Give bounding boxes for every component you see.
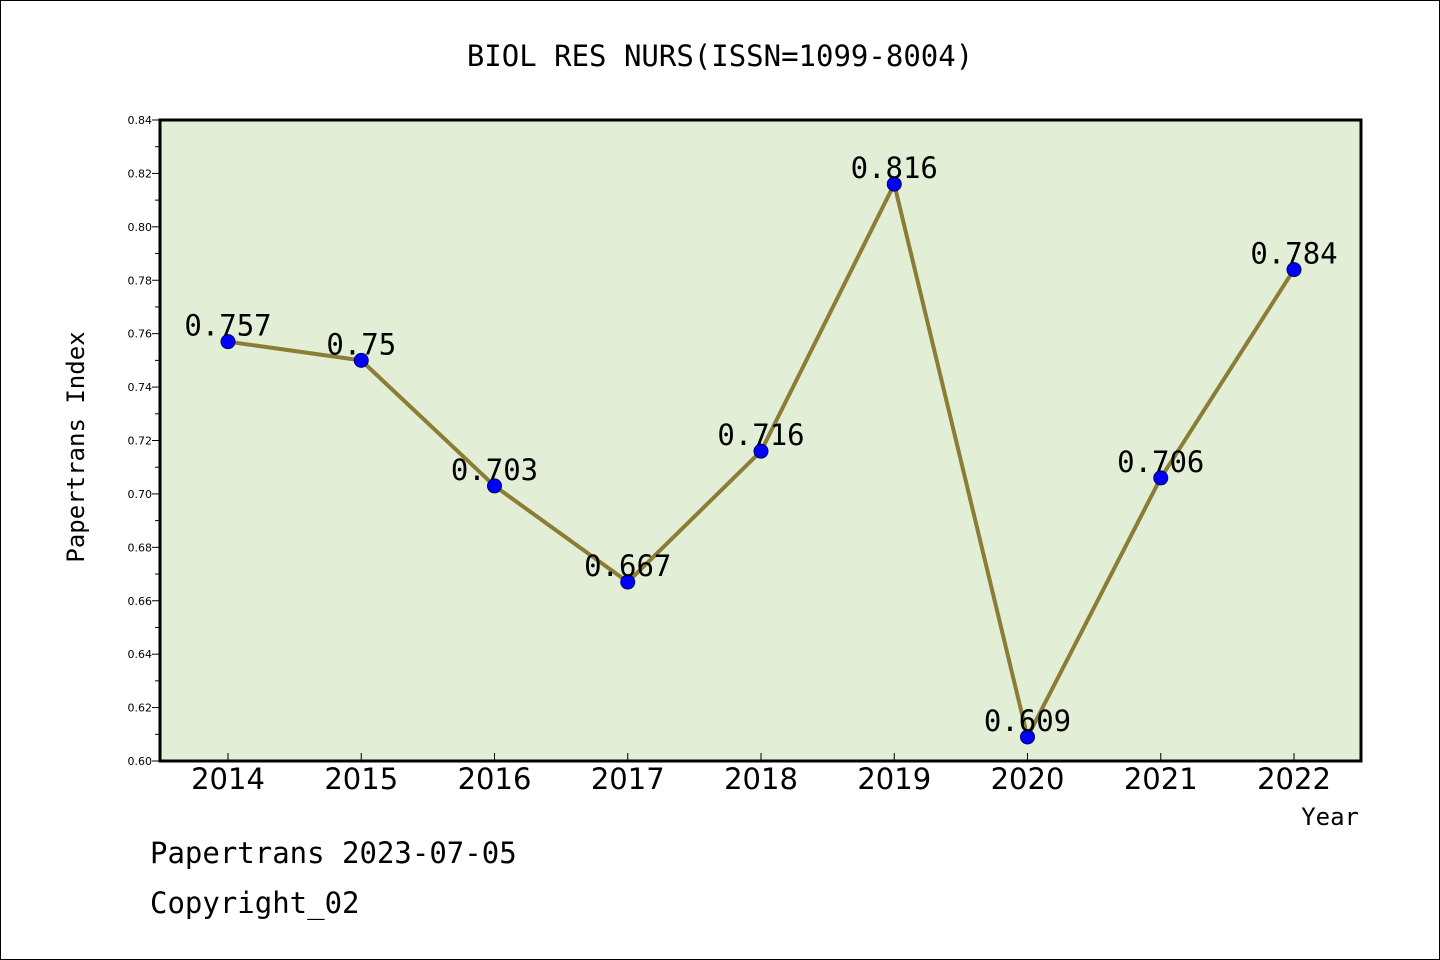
data-point [1020, 729, 1035, 745]
y-tick-label: 0.74 [128, 381, 153, 394]
footer-date: Papertrans 2023-07-05 [150, 836, 517, 870]
data-label: 0.716 [717, 418, 804, 452]
data-label: 0.609 [984, 704, 1071, 738]
footer-copyright: Copyright_02 [150, 886, 360, 921]
data-label: 0.757 [184, 309, 271, 343]
y-tick-label: 0.68 [128, 541, 153, 554]
x-tick-label: 2020 [991, 762, 1065, 796]
x-tick-label: 2015 [324, 762, 398, 796]
x-tick-label: 2019 [857, 762, 931, 796]
data-point [353, 352, 369, 368]
plot-area [158, 118, 1363, 763]
data-label: 0.784 [1250, 237, 1337, 271]
y-tick-label: 0.78 [128, 274, 153, 287]
y-tick-label: 0.64 [128, 648, 153, 661]
data-point [753, 443, 769, 459]
data-point [1153, 470, 1169, 486]
y-tick-label: 0.84 [128, 114, 153, 127]
x-tick-label: 2022 [1257, 762, 1331, 796]
data-point [886, 176, 902, 192]
y-tick-label: 0.60 [128, 755, 153, 768]
data-point [487, 478, 502, 494]
x-axis: 2014 2015 2016 2017 2018 2019 2020 2021 2022 [191, 753, 1331, 796]
data-point [620, 574, 636, 590]
y-tick-label: 0.82 [128, 167, 153, 180]
data-label: 0.706 [1117, 445, 1204, 479]
y-tick-label: 0.70 [128, 488, 153, 501]
y-axis-label: Papertrans Index [62, 331, 90, 562]
y-axis: 0.60 0.62 0.64 0.66 0.68 0.70 0.72 0.74 0.76 0.78… [128, 114, 160, 768]
x-tick-label: 2021 [1124, 762, 1198, 796]
data-label: 0.816 [851, 151, 938, 185]
chart-title: BIOL RES NURS(ISSN=1099-8004) [467, 39, 973, 73]
data-label: 0.75 [326, 327, 396, 361]
x-axis-label: Year [1301, 803, 1359, 831]
x-tick-label: 2017 [591, 762, 665, 796]
data-label: 0.667 [584, 549, 671, 583]
data-point [1286, 262, 1302, 278]
x-tick-label: 2016 [458, 762, 532, 796]
y-tick-label: 0.80 [128, 221, 153, 234]
y-tick-label: 0.72 [128, 435, 153, 448]
x-tick-label: 2014 [191, 762, 265, 796]
x-tick-label: 2018 [724, 762, 798, 796]
y-tick-label: 0.76 [128, 328, 153, 341]
data-markers [220, 176, 1302, 745]
y-tick-label: 0.66 [128, 595, 153, 608]
data-point [220, 334, 236, 350]
data-label: 0.703 [451, 453, 538, 487]
y-tick-label: 0.62 [128, 702, 153, 715]
data-labels: 0.757 0.75 0.703 0.667 0.716 0.816 0.609 0.706 0… [184, 151, 1337, 738]
